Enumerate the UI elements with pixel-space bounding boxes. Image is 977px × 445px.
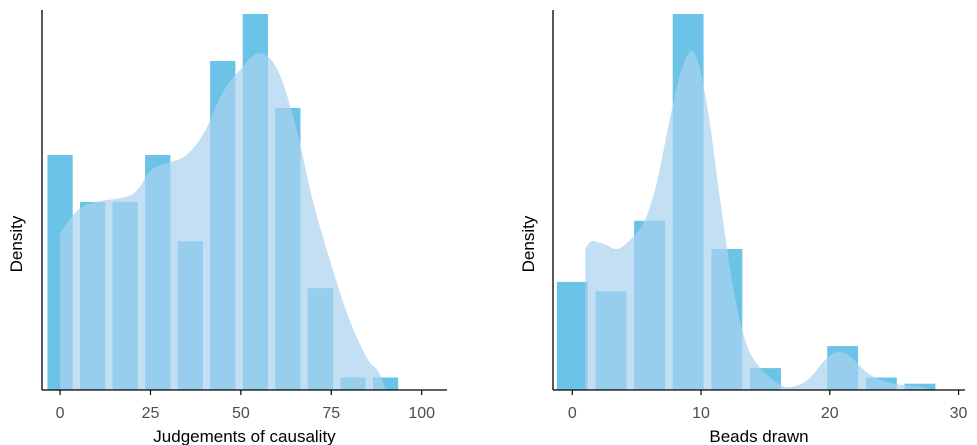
chart-panel-2: 0 10 20 30 Beads drawn Density	[519, 10, 968, 445]
y-axis-title: Density	[519, 215, 538, 272]
chart-panel-1: 0 25 50 75 100 Judgements of causality Density	[7, 10, 447, 445]
x-tick-label: 100	[408, 405, 435, 422]
x-tick-label: 30	[950, 405, 968, 422]
density-curve	[585, 51, 933, 390]
histogram-bar-1	[556, 281, 588, 390]
x-tick-label: 0	[568, 405, 577, 422]
density-curve	[60, 53, 386, 390]
x-tick-label: 50	[232, 405, 250, 422]
x-tick-label: 25	[142, 405, 160, 422]
histogram-bar-9	[904, 383, 936, 390]
x-axis-title: Beads drawn	[709, 427, 808, 445]
y-axis-title: Density	[7, 215, 26, 272]
x-axis-title: Judgements of causality	[153, 427, 336, 445]
x-tick-label: 20	[821, 405, 839, 422]
x-tick-label: 0	[56, 405, 65, 422]
x-tick-label: 75	[322, 405, 340, 422]
x-tick-label: 10	[692, 405, 710, 422]
